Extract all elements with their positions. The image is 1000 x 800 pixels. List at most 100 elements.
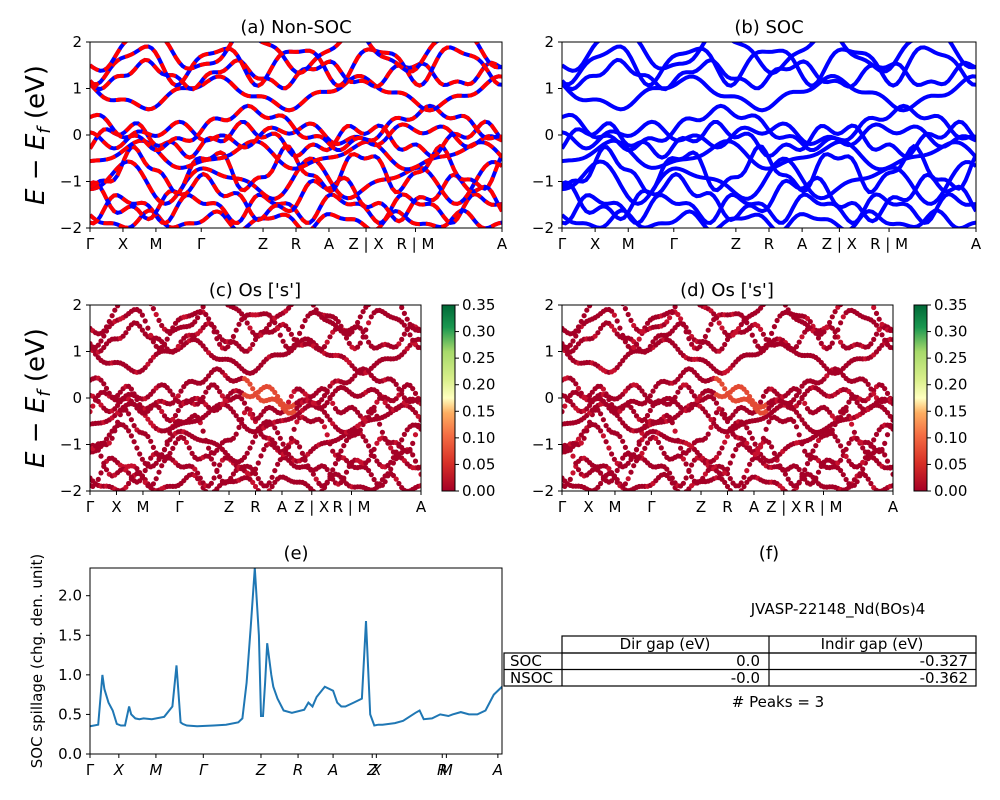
band-point [258,412,264,418]
band-point [871,391,877,397]
band-point [782,471,789,477]
band-point [890,327,893,333]
band-point [98,338,104,344]
band-point [744,425,750,431]
xtick-label: R [764,235,774,253]
band-point [724,466,731,472]
band-point [103,436,110,442]
band-point [286,326,292,332]
band-point [385,295,390,300]
band-point [106,318,112,325]
band-point [412,390,419,396]
band-point [346,463,352,469]
ytick-label: 0 [544,389,554,407]
band-point [611,327,618,333]
band-point [793,344,800,350]
band-point [727,460,733,466]
band-point [829,314,835,320]
band-point [101,344,107,351]
xtick-label: A [497,235,508,253]
band-point [636,439,642,445]
band-line-red [90,156,502,206]
xtick-label: M [136,498,149,516]
band-point [407,332,413,338]
band-point [678,316,684,322]
band-point [683,461,689,467]
band-point [884,390,891,396]
xtick-label: A [416,498,427,516]
band-point [631,322,637,329]
colorbar-tick-label: 0.20 [934,376,967,394]
band-point [225,479,231,485]
xtick-label: R | M [805,498,843,516]
band-point [796,339,802,345]
xtick-label: Z [731,235,741,253]
band-point [164,439,170,445]
band-point [644,440,651,446]
band-point [719,325,725,331]
band-point [145,361,151,367]
band-point [669,475,675,481]
band-point [161,341,168,347]
band-point [609,478,615,484]
band-point [272,440,278,446]
band-point [382,479,388,485]
band-point [145,416,151,422]
band-point [275,430,281,436]
band-point [625,311,631,318]
band-point [741,474,747,480]
xtick-label: Z | X [822,235,857,253]
band-point [884,458,891,464]
band-point [377,421,383,427]
band-point [887,422,893,428]
band-point [286,444,292,450]
band-point [873,322,880,328]
band-point [749,435,755,441]
band-point [222,397,228,403]
xtick-label: M [149,235,162,253]
band-point [288,393,294,399]
col-dir-header: Dir gap (eV) [620,635,711,653]
colorbar-tick-label: 0.15 [462,402,495,420]
xtick-label: Γ [558,235,567,253]
band-point [700,339,706,345]
band-point [357,340,363,346]
band-point [266,488,272,491]
ytick-label: −1 [60,436,82,454]
band-point [390,455,396,461]
band-point [689,462,695,468]
band-point [758,444,764,450]
band-point [838,457,844,463]
band-point [390,472,396,479]
band-point [849,391,855,398]
band-point [115,305,121,309]
band-point [286,399,292,405]
band-point [873,331,880,337]
band-point [244,378,250,384]
xtick-label: M [440,761,453,779]
band-point [840,314,846,320]
band-point [255,460,261,466]
band-point [357,427,363,433]
band-point [388,294,393,299]
band-point [366,414,372,420]
band-point [600,417,607,423]
panel-e-plot: 0.00.51.01.52.0Γ X M Γ Z R A ZX RM A [58,567,503,779]
band-point [117,389,123,395]
band-point [134,466,140,472]
band-point [407,321,413,327]
band-point [206,316,212,322]
band-point [321,393,328,399]
band-line-red [90,171,502,224]
band-point [407,446,413,453]
band-point [321,344,328,350]
band-point [415,422,421,428]
xtick-label: A [324,235,335,253]
band-point [363,327,369,333]
band-point [860,294,865,299]
band-point [890,483,893,489]
band-point [252,433,259,439]
xtick-label: Γ [175,498,184,516]
band-point [250,439,256,445]
band-point [164,336,170,342]
